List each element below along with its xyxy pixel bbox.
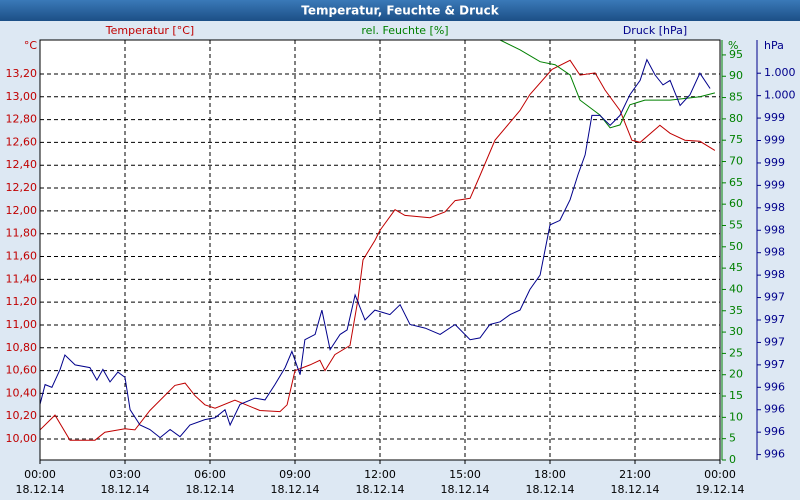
x-tick-date: 18.12.14 <box>611 483 660 496</box>
x-tick-label: 03:00 <box>109 468 141 481</box>
x-tick-date: 18.12.14 <box>16 483 65 496</box>
y2-tick-label: 45 <box>729 261 743 274</box>
y3-tick-label: 998 <box>764 246 785 259</box>
x-tick-date: 18.12.14 <box>101 483 150 496</box>
y-tick-label: 12,20 <box>6 181 38 194</box>
y3-tick-label: 999 <box>764 156 785 169</box>
x-tick-date: 18.12.14 <box>186 483 235 496</box>
y-tick-label: 11,00 <box>6 318 38 331</box>
x-tick-date: 19.12.14 <box>696 483 745 496</box>
y3-tick-label: 997 <box>764 291 785 304</box>
y3-unit: hPa <box>764 39 784 52</box>
y3-tick-label: 996 <box>764 403 785 416</box>
y-tick-label: 10,60 <box>6 364 38 377</box>
legend-label: Temperatur [°C] <box>105 24 194 37</box>
y-tick-label: 10,40 <box>6 386 38 399</box>
y-tick-label: 10,00 <box>6 432 38 445</box>
y3-tick-label: 1.000 <box>764 66 796 79</box>
y3-tick-label: 998 <box>764 268 785 281</box>
y3-tick-label: 999 <box>764 134 785 147</box>
chart-title: Temperatur, Feuchte & Druck <box>301 4 499 18</box>
legend-label: rel. Feuchte [%] <box>361 24 448 37</box>
y2-tick-label: 80 <box>729 112 743 125</box>
y2-tick-label: 50 <box>729 240 743 253</box>
y3-tick-label: 998 <box>764 201 785 214</box>
y2-tick-label: 75 <box>729 133 743 146</box>
legend-label: Druck [hPa] <box>623 24 687 37</box>
y2-tick-label: 55 <box>729 218 743 231</box>
y2-tick-label: 0 <box>729 453 736 466</box>
y3-tick-label: 999 <box>764 178 785 191</box>
y-tick-label: 12,40 <box>6 158 38 171</box>
y2-unit: % <box>728 39 738 52</box>
y2-tick-label: 30 <box>729 325 743 338</box>
series-line <box>40 58 711 439</box>
y2-tick-label: 60 <box>729 197 743 210</box>
y2-tick-label: 15 <box>729 389 743 402</box>
x-tick-label: 00:00 <box>704 468 736 481</box>
y3-tick-label: 997 <box>764 358 785 371</box>
y2-tick-label: 40 <box>729 282 743 295</box>
y-tick-label: 11,40 <box>6 272 38 285</box>
y3-tick-label: 1.000 <box>764 89 796 102</box>
title-bar <box>0 0 800 21</box>
y-tick-label: 10,80 <box>6 341 38 354</box>
y2-tick-label: 20 <box>729 368 743 381</box>
y2-tick-label: 10 <box>729 410 743 423</box>
y2-tick-label: 70 <box>729 155 743 168</box>
y3-tick-label: 997 <box>764 335 785 348</box>
y-tick-label: 11,80 <box>6 227 38 240</box>
x-tick-label: 21:00 <box>619 468 651 481</box>
y-tick-label: 11,60 <box>6 250 38 263</box>
y3-tick-label: 996 <box>764 380 785 393</box>
y3-tick-label: 997 <box>764 313 785 326</box>
y3-tick-label: 999 <box>764 111 785 124</box>
y-tick-label: 12,00 <box>6 204 38 217</box>
y2-tick-label: 90 <box>729 69 743 82</box>
x-tick-label: 00:00 <box>24 468 56 481</box>
series-group <box>40 40 716 441</box>
y2-tick-label: 65 <box>729 176 743 189</box>
y3-tick-label: 996 <box>764 448 785 461</box>
x-tick-label: 15:00 <box>449 468 481 481</box>
y2-tick-label: 5 <box>729 432 736 445</box>
y3-tick-label: 998 <box>764 223 785 236</box>
series-line <box>149 40 716 129</box>
x-tick-date: 18.12.14 <box>356 483 405 496</box>
y2-tick-label: 85 <box>729 91 743 104</box>
y-tick-label: 12,60 <box>6 135 38 148</box>
y2-tick-label: 95 <box>729 48 743 61</box>
x-tick-label: 12:00 <box>364 468 396 481</box>
x-tick-label: 18:00 <box>534 468 566 481</box>
y-tick-label: 13,00 <box>6 90 38 103</box>
x-tick-date: 18.12.14 <box>441 483 490 496</box>
y-tick-label: 10,20 <box>6 409 38 422</box>
x-tick-label: 06:00 <box>194 468 226 481</box>
y2-tick-label: 25 <box>729 346 743 359</box>
y-tick-label: 12,80 <box>6 113 38 126</box>
series-line <box>40 59 716 441</box>
y2-tick-label: 35 <box>729 304 743 317</box>
y-tick-label: 13,20 <box>6 67 38 80</box>
y3-tick-label: 996 <box>764 425 785 438</box>
x-tick-label: 09:00 <box>279 468 311 481</box>
y-unit: °C <box>24 39 38 52</box>
x-tick-date: 18.12.14 <box>271 483 320 496</box>
y-tick-label: 11,20 <box>6 295 38 308</box>
axes: 00:00 18.12.14 03:00 18.12.14 06:00 18.12.14 0… <box>6 24 796 496</box>
grid <box>40 40 720 460</box>
x-tick-date: 18.12.14 <box>526 483 575 496</box>
